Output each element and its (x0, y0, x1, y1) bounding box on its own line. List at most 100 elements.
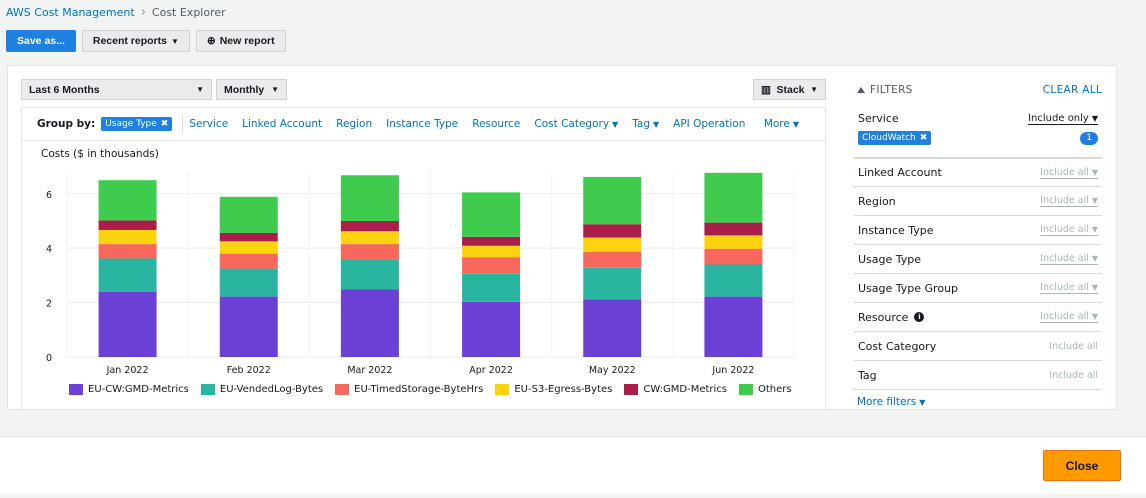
filter-value: Include all (1040, 311, 1089, 322)
bar-segment (219, 232, 278, 242)
granularity-select[interactable]: Monthly ▼ (216, 79, 287, 100)
footer: Close (0, 436, 1146, 494)
filters-title-text: FILTERS (870, 84, 913, 96)
legend-swatch (200, 384, 215, 395)
group-by-region[interactable]: Region (336, 118, 373, 130)
save-as-label: Save as... (17, 35, 65, 47)
filter-value: Include all (1040, 253, 1089, 264)
filter-label: Tag (858, 369, 877, 382)
caret-down-icon: ▼ (1091, 254, 1098, 263)
filters-title[interactable]: FILTERS (857, 84, 913, 96)
group-by-tag[interactable]: Tag ▼ (632, 118, 659, 130)
service-filter-chip-label: CloudWatch (862, 133, 916, 143)
bar-segment (340, 220, 399, 232)
bar-segment (462, 273, 521, 302)
chevron-right-icon: › (140, 5, 146, 20)
info-icon[interactable]: i (914, 312, 925, 322)
legend-item[interactable]: Others (739, 384, 792, 395)
more-filters-link[interactable]: More filters ▼ (854, 396, 925, 408)
group-by-more[interactable]: More ▼ (764, 118, 799, 130)
filter-value-select[interactable]: Include only ▼ (1028, 113, 1098, 125)
legend-item[interactable]: CW:GMD-Metrics (624, 384, 727, 395)
y-tick-label: 4 (46, 244, 52, 255)
filter-label-text: Region (858, 194, 896, 208)
clear-all-link[interactable]: CLEAR ALL (1042, 84, 1102, 96)
legend-item[interactable]: EU-CW:GMD-Metrics (69, 384, 189, 395)
bar-segment (98, 291, 157, 357)
triangle-up-icon (857, 87, 865, 93)
caret-down-icon: ▼ (1091, 167, 1098, 177)
filter-row: Tag Include all (854, 361, 1102, 390)
bar-segment (704, 235, 763, 249)
filter-label: Region (858, 195, 896, 208)
close-icon[interactable]: ✖ (160, 119, 169, 129)
bar-segment (340, 289, 399, 357)
breadcrumb-current: Cost Explorer (151, 6, 226, 19)
chart-style-select[interactable]: ▥ Stack ▼ (753, 79, 826, 100)
recent-reports-label: Recent reports (92, 35, 167, 47)
filter-value: Include only (1028, 112, 1089, 124)
bar-segment (219, 268, 278, 297)
caret-down-icon: ▼ (196, 85, 204, 94)
legend-swatch (739, 384, 754, 395)
bar-segment (704, 296, 763, 357)
save-as-button[interactable]: Save as... (6, 30, 76, 52)
group-by-cost-category[interactable]: Cost Category ▼ (534, 118, 618, 130)
filter-row: Resource i Include all ▼ (854, 303, 1102, 332)
bar-chart-icon: ▥ (761, 83, 771, 96)
bar-segment (462, 192, 521, 237)
filter-value-select[interactable]: Include all (1049, 341, 1098, 352)
recent-reports-button[interactable]: Recent reports ▼ (81, 30, 190, 52)
group-by-linked-account[interactable]: Linked Account (242, 118, 323, 130)
filter-rows: Linked Account Include all ▼ Region Include … (854, 158, 1102, 390)
bar-segment (583, 224, 642, 238)
filter-label-text: Usage Type Group (858, 281, 959, 295)
report-controls: Last 6 Months ▼ Monthly ▼ (21, 79, 287, 100)
breadcrumb-root-link[interactable]: AWS Cost Management (6, 6, 135, 19)
group-by-resource[interactable]: Resource (472, 118, 521, 130)
filter-row: Instance Type Include all ▼ (854, 216, 1102, 245)
close-icon[interactable]: ✖ (919, 133, 928, 143)
legend-item[interactable]: EU-TimedStorage-ByteHrs (335, 384, 483, 395)
filter-value-select[interactable]: Include all (1049, 370, 1098, 381)
group-by-api-operation[interactable]: API Operation (673, 118, 746, 130)
legend-label: CW:GMD-Metrics (643, 384, 728, 395)
legend-item[interactable]: EU-S3-Egress-Bytes (495, 384, 612, 395)
group-by-chip[interactable]: Usage Type ✖ (101, 117, 173, 131)
filter-value-select[interactable]: Include all ▼ (1040, 253, 1098, 265)
bar-segment (98, 244, 157, 259)
filter-value: Include all (1040, 224, 1089, 235)
caret-down-icon: ▼ (170, 36, 179, 46)
new-report-button[interactable]: ⊕ New report (195, 30, 286, 52)
group-by-service[interactable]: Service (189, 118, 229, 130)
filter-value-select[interactable]: Include all ▼ (1040, 167, 1098, 179)
filter-label: Cost Category (858, 340, 936, 353)
x-tick-label: Feb 2022 (227, 365, 271, 376)
service-filter-chip[interactable]: CloudWatch ✖ (858, 131, 932, 145)
filter-label-text: Tag (858, 368, 877, 382)
bar-segment (340, 244, 399, 260)
filter-value: Include all (1040, 282, 1089, 293)
legend-item[interactable]: EU-VendedLog-Bytes (200, 384, 323, 395)
time-range-select[interactable]: Last 6 Months ▼ (21, 79, 212, 100)
bar-segment (583, 299, 642, 357)
filter-row: Usage Type Include all ▼ (854, 245, 1102, 274)
filter-row: Linked Account Include all ▼ (854, 158, 1102, 187)
filter-value-select[interactable]: Include all ▼ (1040, 311, 1098, 323)
filter-value-select[interactable]: Include all ▼ (1040, 224, 1098, 236)
bar-segment (462, 257, 521, 274)
filter-value-select[interactable]: Include all ▼ (1040, 282, 1098, 294)
legend-swatch (495, 384, 510, 395)
background-strip (0, 410, 1146, 436)
filter-value-select[interactable]: Include all ▼ (1040, 195, 1098, 207)
service-chip-row: CloudWatch ✖ 1 (858, 131, 1098, 145)
bar-segment (704, 172, 763, 223)
filters-panel: FILTERS CLEAR ALL Service Include only ▼ … (854, 80, 1102, 408)
group-by-instance-type[interactable]: Instance Type (386, 118, 459, 130)
bar-segment (462, 301, 521, 357)
close-button[interactable]: Close (1043, 450, 1121, 481)
bar-segment (98, 180, 157, 221)
bar-segment (704, 222, 763, 236)
bar-segment (219, 296, 278, 357)
bar-segment (583, 251, 642, 268)
